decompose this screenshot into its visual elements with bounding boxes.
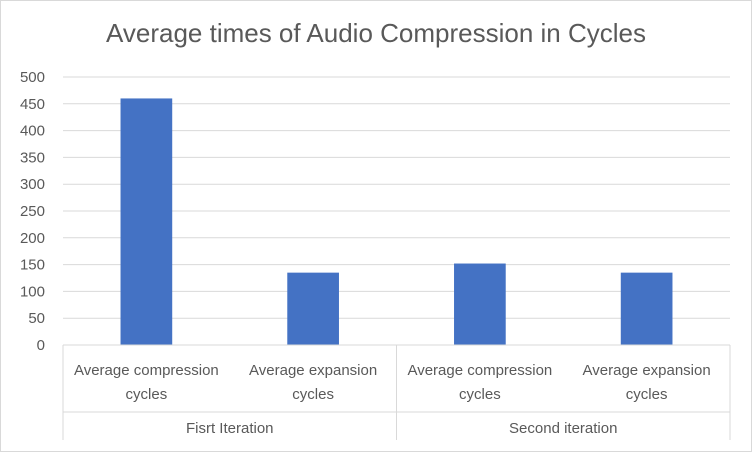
bar — [620, 272, 673, 345]
y-tick-label: 0 — [37, 337, 45, 354]
x-category-label: Average compression — [74, 362, 219, 379]
x-category-label: cycles — [292, 386, 334, 403]
y-tick-label: 100 — [20, 283, 45, 300]
x-group-label: Second iteration — [509, 420, 617, 437]
y-tick-label: 150 — [20, 257, 45, 274]
bar — [287, 272, 339, 345]
x-category-label: cycles — [459, 386, 501, 403]
bar — [120, 98, 173, 345]
x-category-label: Average expansion — [583, 362, 711, 379]
x-category-label: Average expansion — [249, 362, 377, 379]
y-tick-label: 50 — [28, 310, 45, 327]
x-group-label: Fisrt Iteration — [186, 420, 274, 437]
y-tick-label: 400 — [20, 123, 45, 140]
y-tick-label: 450 — [20, 96, 45, 113]
y-tick-label: 350 — [20, 149, 45, 166]
chart-title: Average times of Audio Compression in Cy… — [106, 18, 646, 48]
y-tick-label: 300 — [20, 176, 45, 193]
y-tick-label: 250 — [20, 203, 45, 220]
x-category-label: Average compression — [407, 362, 552, 379]
y-tick-label: 500 — [20, 69, 45, 86]
x-category-label: cycles — [626, 386, 668, 403]
bar — [454, 263, 506, 345]
x-category-label: cycles — [126, 386, 168, 403]
y-tick-label: 200 — [20, 230, 45, 247]
